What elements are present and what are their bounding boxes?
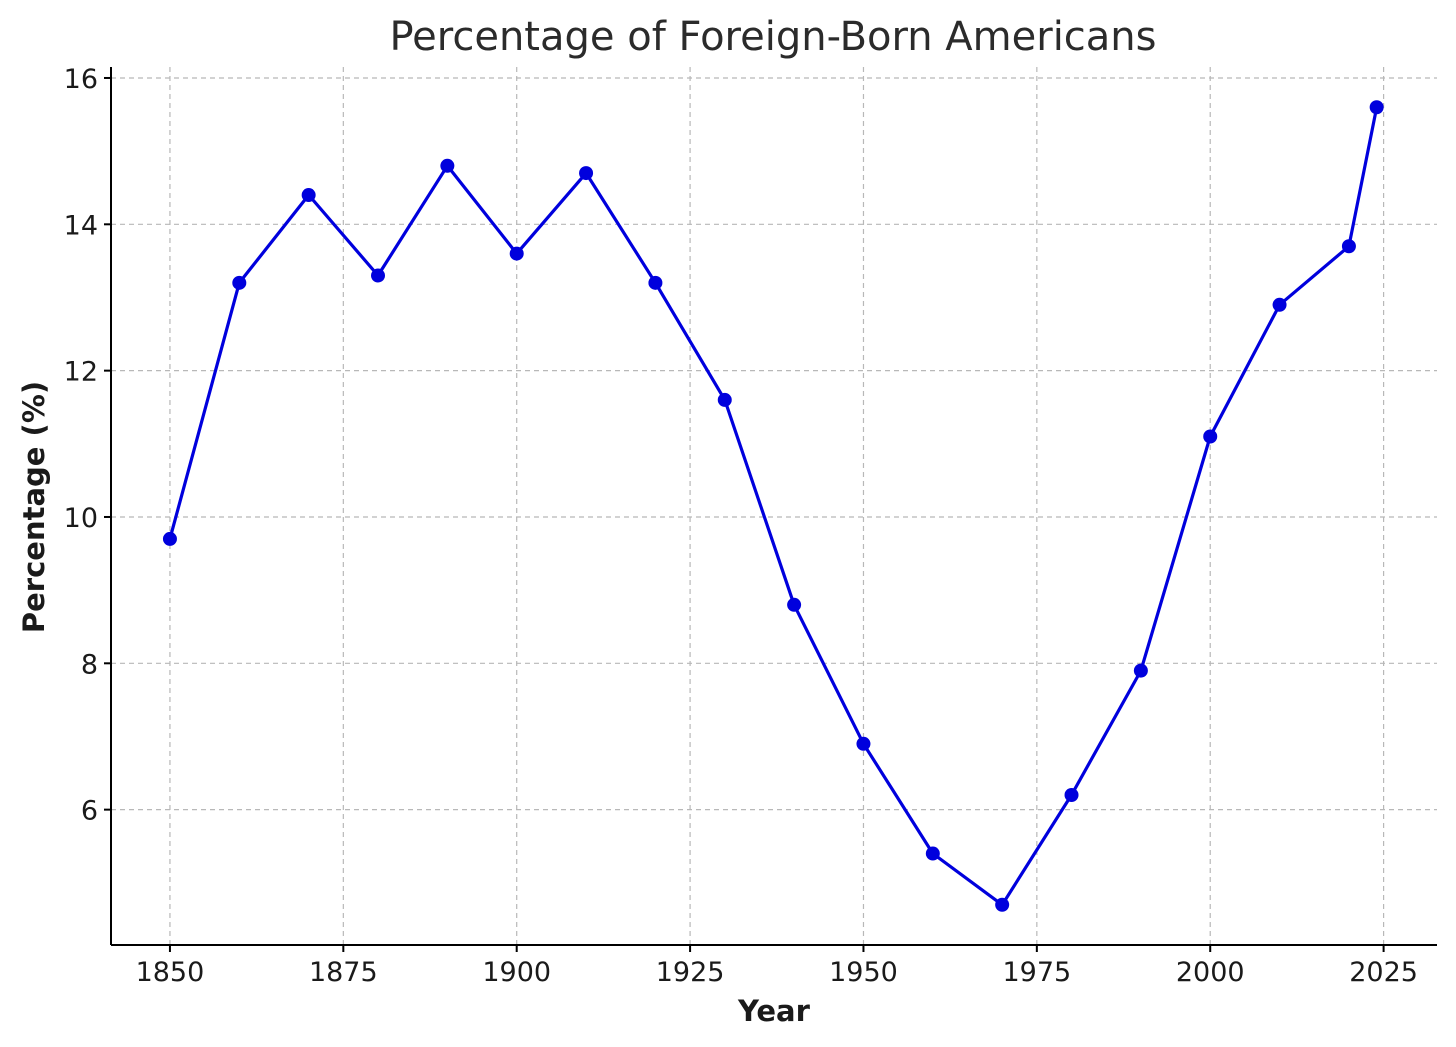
series-line-group <box>168 106 1379 907</box>
x-axis-ticks: 1850 1875 1900 1925 1950 1975 2000 2025 <box>136 945 1418 988</box>
y-tick-label: 10 <box>64 503 98 534</box>
data-points <box>162 100 1384 912</box>
data-point <box>1064 788 1079 803</box>
data-point <box>787 597 802 612</box>
x-axis-label: Year <box>737 994 811 1028</box>
data-point <box>1203 429 1218 444</box>
data-point <box>925 846 940 861</box>
y-tick-label: 16 <box>64 64 98 95</box>
y-tick-label: 6 <box>81 796 98 827</box>
y-tick-label: 12 <box>64 357 98 388</box>
data-point <box>440 158 455 173</box>
y-tick-label: 14 <box>64 210 98 241</box>
data-point <box>995 897 1010 912</box>
data-point <box>856 736 871 751</box>
data-point <box>717 392 732 407</box>
y-axis-ticks: 6 8 10 12 14 16 <box>64 64 111 827</box>
chart-title: Percentage of Foreign-Born Americans <box>389 14 1156 60</box>
data-point <box>509 246 524 261</box>
data-point <box>371 268 386 283</box>
data-point <box>162 531 177 546</box>
x-tick-label: 1850 <box>136 957 205 988</box>
y-tick-label: 8 <box>81 649 98 680</box>
x-tick-label: 1875 <box>309 957 378 988</box>
grid-lines <box>111 67 1437 945</box>
series-line <box>168 106 1379 907</box>
x-tick-label: 2025 <box>1349 957 1418 988</box>
x-tick-label: 2000 <box>1176 957 1245 988</box>
x-tick-label: 1925 <box>656 957 725 988</box>
x-tick-label: 1950 <box>829 957 898 988</box>
data-point <box>232 275 247 290</box>
y-axis-label: Percentage (%) <box>17 381 51 633</box>
data-point <box>301 188 316 203</box>
data-point <box>648 275 663 290</box>
data-point <box>579 166 594 181</box>
data-point <box>1133 663 1148 678</box>
x-tick-label: 1900 <box>482 957 551 988</box>
x-tick-label: 1975 <box>1002 957 1071 988</box>
data-point <box>1272 297 1287 312</box>
data-point <box>1341 239 1356 254</box>
data-point <box>1369 100 1384 115</box>
